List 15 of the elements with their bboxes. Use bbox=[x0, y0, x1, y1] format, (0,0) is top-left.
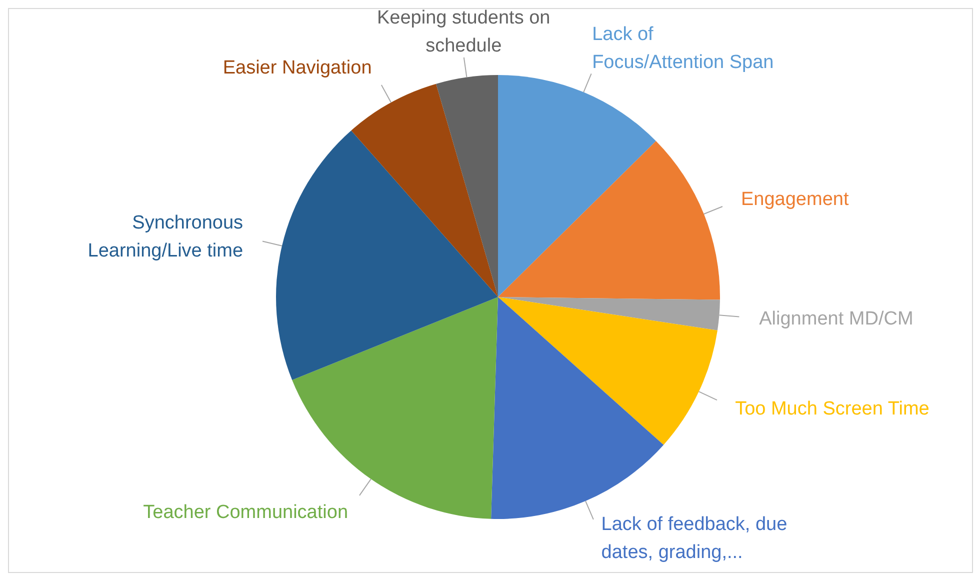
pie-slice bbox=[498, 297, 718, 445]
slice-label: Teacher Communication bbox=[143, 502, 348, 523]
slice-label: Keeping students on schedule bbox=[376, 7, 550, 56]
slice-label: Synchronous Learning/Live time bbox=[88, 212, 244, 262]
slice-label: Engagement bbox=[740, 189, 850, 210]
slice-label: Lack of feedback, due dates, grading,... bbox=[601, 514, 788, 563]
pie-slice bbox=[498, 75, 656, 297]
pie-slice bbox=[498, 141, 720, 300]
pie-slice bbox=[276, 130, 498, 380]
pie-slice bbox=[351, 84, 498, 297]
slice-label: Lack of Focus/Attention Span bbox=[592, 24, 774, 73]
slice-label: Easier Navigation bbox=[222, 57, 372, 78]
slice-label: Too Much Screen Time bbox=[735, 398, 930, 420]
pie-slice bbox=[436, 75, 498, 297]
slice-label: Alignment MD/CM bbox=[759, 308, 914, 330]
